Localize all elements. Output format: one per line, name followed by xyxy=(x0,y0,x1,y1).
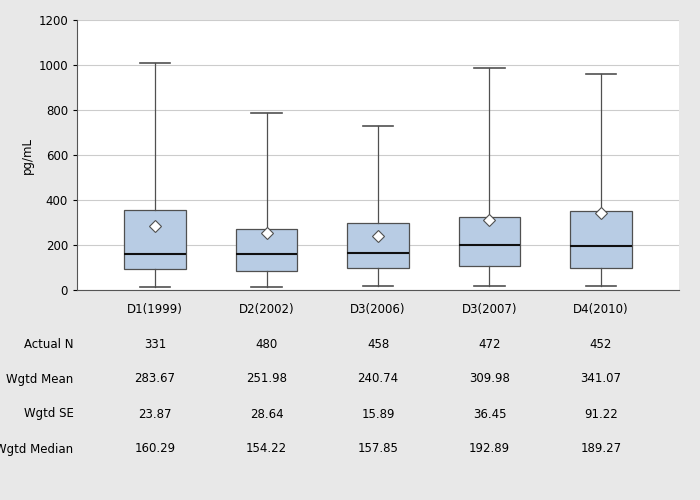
Text: 157.85: 157.85 xyxy=(358,442,398,456)
Text: 331: 331 xyxy=(144,338,166,350)
Text: D4(2010): D4(2010) xyxy=(573,302,629,316)
Text: 189.27: 189.27 xyxy=(580,442,622,456)
Text: 240.74: 240.74 xyxy=(358,372,398,386)
Text: 160.29: 160.29 xyxy=(134,442,176,456)
Y-axis label: pg/mL: pg/mL xyxy=(21,136,34,173)
Text: 283.67: 283.67 xyxy=(134,372,176,386)
Text: 472: 472 xyxy=(478,338,500,350)
Text: 154.22: 154.22 xyxy=(246,442,287,456)
PathPatch shape xyxy=(125,210,186,268)
Text: 15.89: 15.89 xyxy=(361,408,395,420)
Text: 23.87: 23.87 xyxy=(139,408,172,420)
Text: 192.89: 192.89 xyxy=(469,442,510,456)
Text: Wgtd Median: Wgtd Median xyxy=(0,442,74,456)
Text: 480: 480 xyxy=(256,338,278,350)
PathPatch shape xyxy=(236,229,298,271)
Text: 28.64: 28.64 xyxy=(250,408,284,420)
Text: 91.22: 91.22 xyxy=(584,408,618,420)
PathPatch shape xyxy=(458,217,520,266)
Text: D3(2007): D3(2007) xyxy=(462,302,517,316)
Text: Wgtd SE: Wgtd SE xyxy=(24,408,74,420)
Text: 36.45: 36.45 xyxy=(473,408,506,420)
Text: D2(2002): D2(2002) xyxy=(239,302,294,316)
Text: 458: 458 xyxy=(367,338,389,350)
Text: D3(2006): D3(2006) xyxy=(350,302,406,316)
Text: 309.98: 309.98 xyxy=(469,372,510,386)
Text: Actual N: Actual N xyxy=(24,338,74,350)
Text: Wgtd Mean: Wgtd Mean xyxy=(6,372,74,386)
Text: 341.07: 341.07 xyxy=(580,372,622,386)
Text: 251.98: 251.98 xyxy=(246,372,287,386)
Text: D1(1999): D1(1999) xyxy=(127,302,183,316)
Text: 452: 452 xyxy=(590,338,612,350)
PathPatch shape xyxy=(570,211,631,268)
PathPatch shape xyxy=(347,222,409,268)
